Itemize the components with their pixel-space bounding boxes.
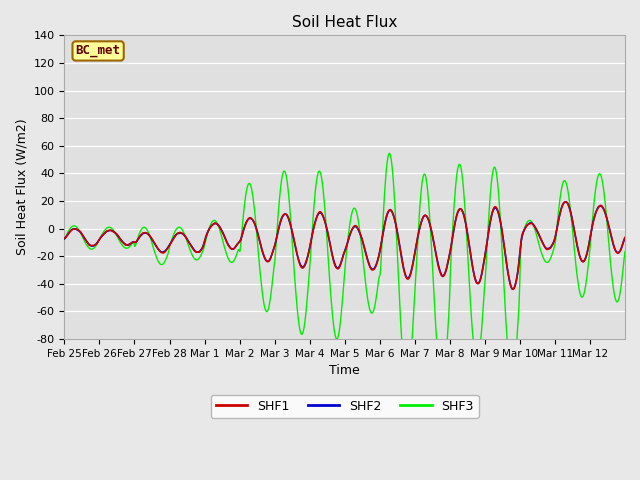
X-axis label: Time: Time: [330, 364, 360, 377]
Legend: SHF1, SHF2, SHF3: SHF1, SHF2, SHF3: [211, 395, 479, 418]
SHF2: [257, 243, 265, 249]
SHF1: [229, 246, 237, 252]
SHF1: [562, 199, 570, 205]
Y-axis label: Soil Heat Flux (W/m2): Soil Heat Flux (W/m2): [15, 119, 28, 255]
SHF2: [509, 286, 517, 292]
SHF3: [126, 243, 134, 249]
SHF1: [403, 275, 410, 281]
SHF3: [435, 370, 443, 376]
SHF1: [257, 243, 265, 249]
Text: BC_met: BC_met: [76, 45, 120, 58]
SHF2: [621, 236, 629, 241]
SHF3: [257, 278, 265, 284]
Line: SHF2: SHF2: [65, 202, 625, 289]
SHF2: [434, 260, 442, 266]
SHF2: [562, 199, 570, 205]
SHF3: [621, 249, 629, 254]
Line: SHF1: SHF1: [65, 202, 625, 289]
SHF2: [126, 241, 134, 247]
SHF1: [61, 235, 68, 241]
SHF3: [403, 384, 411, 389]
SHF2: [229, 246, 237, 252]
SHF3: [229, 259, 237, 264]
SHF1: [621, 235, 629, 240]
SHF1: [509, 287, 517, 292]
SHF1: [434, 262, 442, 267]
SHF3: [278, 173, 286, 179]
SHF1: [126, 241, 134, 247]
Title: Soil Heat Flux: Soil Heat Flux: [292, 15, 397, 30]
SHF3: [404, 382, 412, 387]
SHF3: [61, 236, 68, 242]
SHF2: [278, 215, 286, 220]
SHF1: [278, 214, 286, 219]
SHF3: [386, 151, 394, 156]
SHF2: [403, 274, 410, 280]
SHF2: [61, 236, 68, 241]
Line: SHF3: SHF3: [65, 154, 625, 386]
